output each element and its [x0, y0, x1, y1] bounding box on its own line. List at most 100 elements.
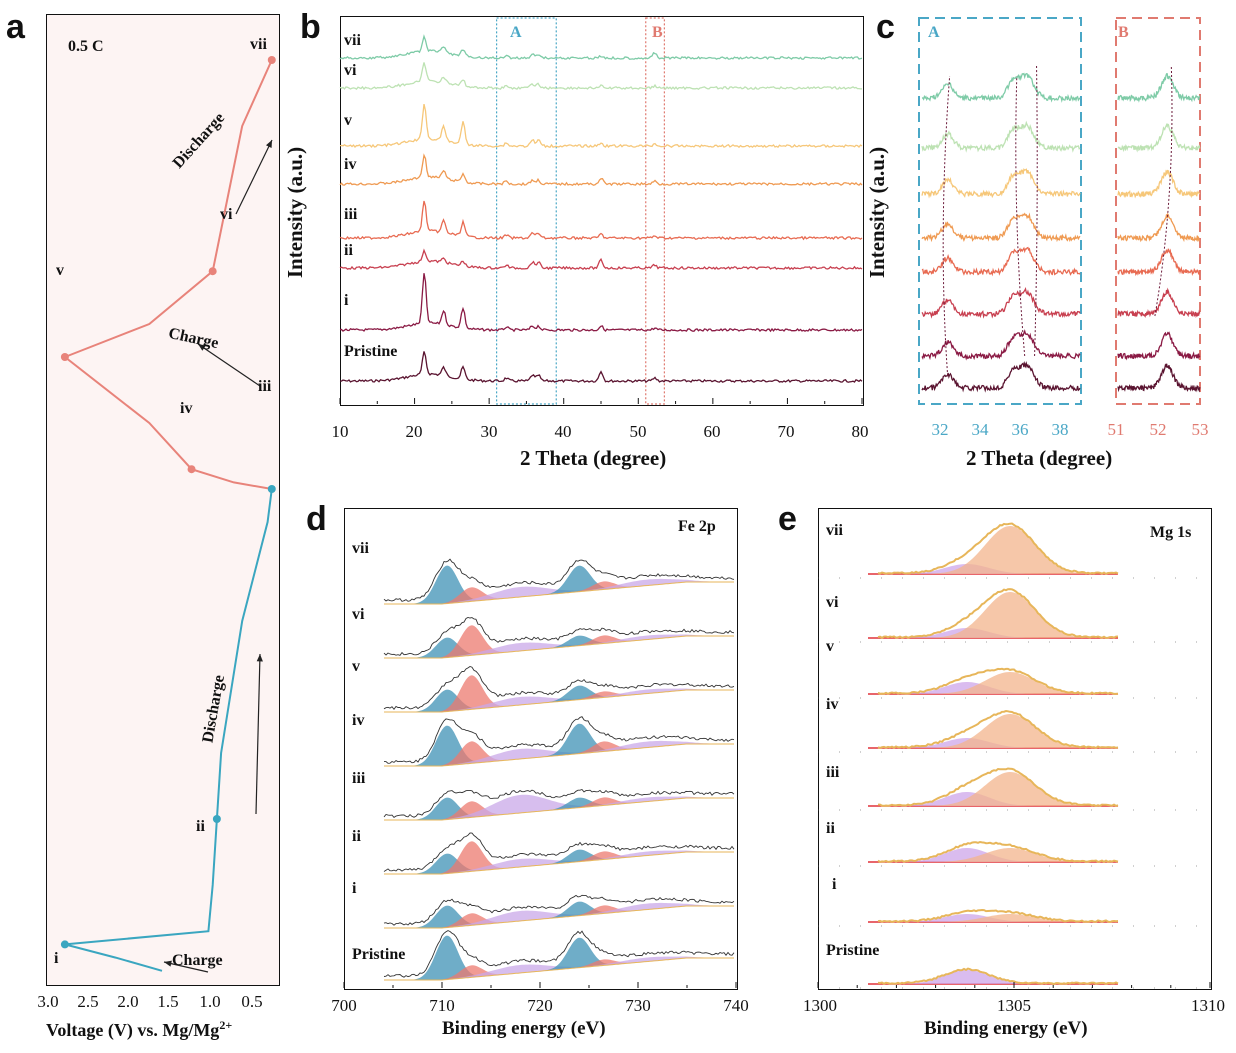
- state-point: [60, 940, 69, 949]
- fe-component: [384, 741, 734, 766]
- panel-d-trace-label: Pristine: [352, 946, 406, 963]
- fe-component: [384, 794, 734, 820]
- fe-raw-v: [383, 665, 735, 711]
- panel-c-xtick-b: 52: [1149, 420, 1167, 439]
- panel-e-xtick: 1310: [1191, 996, 1225, 1015]
- panel-d-trace-label: iv: [352, 712, 365, 729]
- mg-component-purple: [878, 738, 1118, 748]
- panel-a-xtick: 2.0: [117, 992, 139, 1011]
- panel-c-xtick-b: 53: [1191, 420, 1209, 439]
- xrd-trace-vi: [339, 62, 862, 91]
- panel-c-xtick-b: 51: [1107, 420, 1125, 439]
- xrd-trace-iii: [339, 200, 863, 241]
- panel-b-trace-label: Pristine: [344, 343, 398, 360]
- zoom-trace-b-ii: [1117, 287, 1201, 319]
- panel-b-trace-label: v: [344, 112, 352, 129]
- panel-c-box-a-label: A: [928, 24, 940, 41]
- panel-d-label: d: [306, 500, 327, 538]
- rate-label: 0.5 C: [68, 38, 104, 55]
- fe-background: [384, 957, 734, 981]
- panel-b-xtick: 80: [851, 422, 869, 441]
- zoom-box-b: [1115, 17, 1201, 405]
- direction-arrow: [235, 139, 273, 215]
- panel-a-plot: [60, 56, 276, 973]
- mg-envelope-ii: [877, 840, 1119, 864]
- fe-background: [384, 851, 734, 875]
- panel-e-xtick: 1300: [803, 996, 837, 1015]
- mg-envelope-vi: [877, 588, 1119, 640]
- panel-e-trace-label: v: [826, 638, 834, 655]
- panel-b-xtick: 40: [554, 422, 572, 441]
- panel-e-trace-label: Pristine: [826, 942, 880, 959]
- panel-a-frame: [46, 14, 280, 986]
- panel-a-xlabel: Voltage (V) vs. Mg/Mg2+: [46, 1018, 232, 1041]
- panel-d-title: Fe 2p: [678, 518, 716, 535]
- fe-background: [384, 797, 734, 821]
- fe-component: [384, 841, 734, 874]
- panel-e-title: Mg 1s: [1150, 524, 1192, 541]
- zoom-trace-b-Pristine: [1117, 363, 1201, 393]
- panel-a-xtick: 1.0: [199, 992, 221, 1011]
- panel-c-xtick-a: 38: [1051, 420, 1069, 439]
- zoom-trace-b-v: [1117, 169, 1201, 199]
- panel-c-label: c: [876, 8, 895, 46]
- fe-raw-vii: [383, 558, 735, 602]
- panel-c-xtick-a: 32: [931, 420, 949, 439]
- highlight-box-b: [645, 17, 665, 405]
- arrow-head: [198, 344, 206, 351]
- zoom-trace-a-vi: [921, 120, 1081, 153]
- peak-guide: [1154, 65, 1173, 317]
- fe-background: [384, 581, 734, 605]
- panel-e-frame: [818, 508, 1212, 990]
- zoom-trace-b-iii: [1117, 248, 1201, 277]
- panel-e-trace-label: vi: [826, 594, 839, 611]
- fe-component: [384, 797, 734, 820]
- panel-b-box-b-label: B: [652, 24, 663, 41]
- xrd-trace-vii: [339, 34, 863, 60]
- panel-b-xtick: 50: [629, 422, 647, 441]
- panel-c-xtick-a: 36: [1011, 420, 1029, 439]
- direction-arrow: [255, 653, 261, 815]
- zoom-trace-b-iv: [1117, 212, 1201, 243]
- mg-envelope-vii: [877, 522, 1119, 575]
- mg-component-orange: [878, 592, 1118, 638]
- panel-d-trace-label: ii: [352, 828, 361, 845]
- panel-b-xtick: 70: [777, 422, 795, 441]
- panel-b-box-a-label: A: [510, 24, 522, 41]
- panel-b-trace-label: i: [344, 292, 349, 309]
- panel-d-trace-label: i: [352, 880, 357, 897]
- direction-arrow: [163, 961, 209, 973]
- state-point: [267, 485, 276, 493]
- zoom-trace-b-i: [1117, 331, 1201, 361]
- panel-c-box-b-label: B: [1118, 24, 1129, 41]
- fe-component: [384, 849, 734, 874]
- panel-d-trace-label: vii: [352, 540, 369, 557]
- mg-envelope-Pristine: [877, 967, 1119, 986]
- mg-component-purple: [878, 914, 1118, 922]
- mg-envelope-iv: [877, 709, 1119, 750]
- state-point: [212, 815, 221, 823]
- peak-guide: [1015, 75, 1026, 357]
- fe-background: [384, 905, 734, 929]
- zoom-trace-a-ii: [921, 286, 1081, 319]
- fe-background: [384, 635, 734, 659]
- highlight-box-a: [496, 17, 557, 405]
- fe-raw-vi: [383, 617, 735, 656]
- panel-e-trace-label: iii: [826, 764, 840, 781]
- state-point: [208, 267, 217, 276]
- point-label-vi: vi: [220, 206, 233, 223]
- state-point: [60, 353, 69, 361]
- panel-b-ylabel: Intensity (a.u.): [283, 146, 308, 279]
- zoom-box-a: [918, 17, 1082, 405]
- zoom-trace-a-i: [921, 329, 1081, 361]
- mg-component-purple: [878, 848, 1118, 862]
- panel-d-xtick: 740: [723, 996, 749, 1015]
- mg-envelope-v: [877, 667, 1119, 696]
- panel-a-xtick: 2.5: [77, 992, 99, 1011]
- zoom-trace-b-vi: [1117, 123, 1201, 153]
- panel-b-xtick: 30: [480, 422, 498, 441]
- panel-e-xlabel: Binding energy (eV): [924, 1018, 1088, 1039]
- point-label-iii: iii: [258, 378, 272, 395]
- fe-background: [384, 689, 734, 713]
- arrow-label-charge-bottom: Charge: [172, 952, 223, 969]
